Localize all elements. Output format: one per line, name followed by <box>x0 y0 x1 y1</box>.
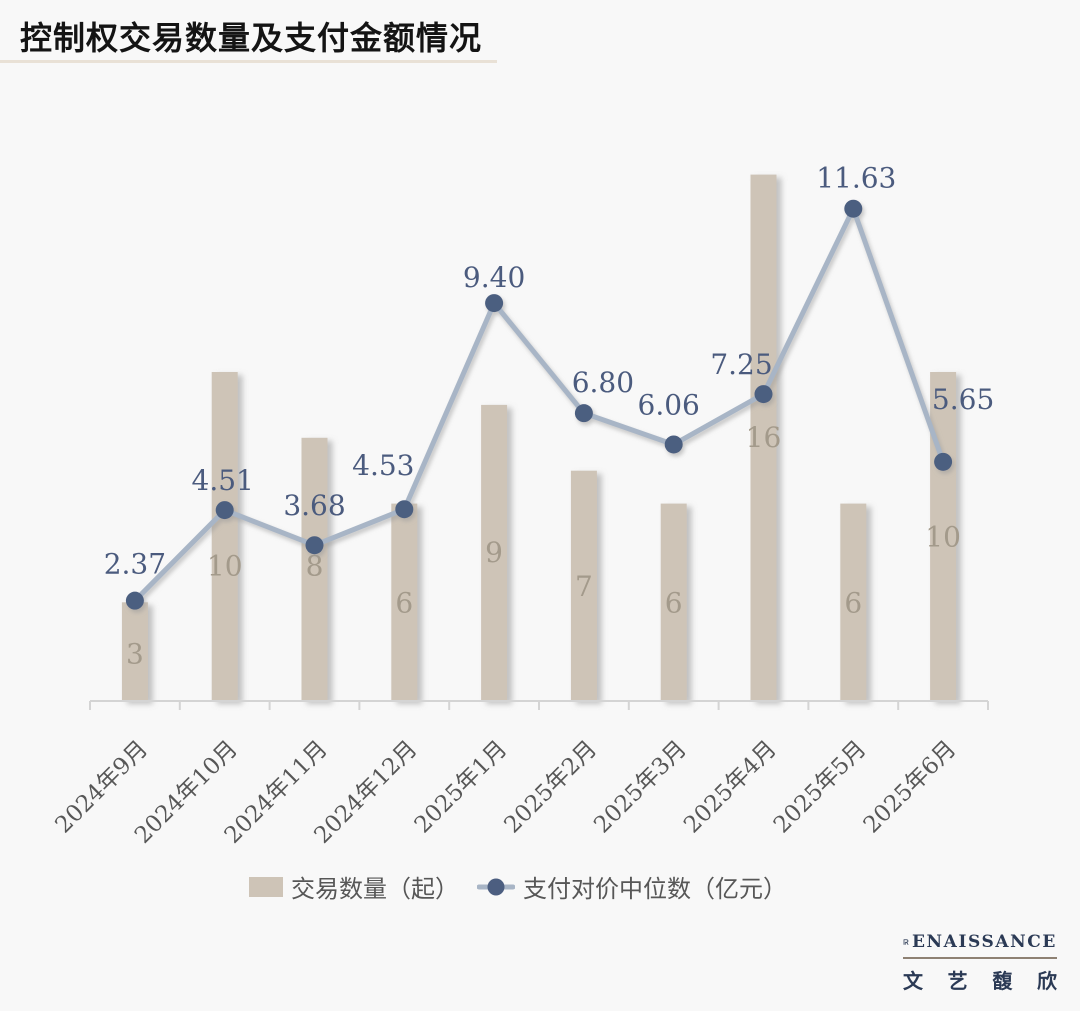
legend-label-median: 支付对价中位数（亿元） <box>523 875 787 903</box>
x-tick-label: 2025年5月 <box>769 736 872 839</box>
bar-2025年6月 <box>930 372 957 701</box>
combo-chart: 2024年9月2024年10月2024年11月2024年12月2025年1月20… <box>50 162 994 849</box>
legend-label-transactions: 交易数量（起） <box>291 875 459 903</box>
bar-value-label: 7 <box>575 570 593 603</box>
x-tick-label: 2025年4月 <box>679 736 782 839</box>
x-tick-label: 2025年6月 <box>859 736 962 839</box>
bar-2024年11月 <box>301 437 328 701</box>
logo-brand-row: ENAISSANCE <box>903 930 1057 954</box>
renaissance-logo: ENAISSANCE 文艺馥欣 <box>903 930 1057 994</box>
line-point-2025年3月 <box>664 435 683 454</box>
bar-value-label: 10 <box>207 550 243 583</box>
x-axis <box>89 700 989 710</box>
bar-value-label: 8 <box>306 549 324 582</box>
x-tick-label: 2025年1月 <box>410 736 513 839</box>
bar-value-label: 3 <box>126 638 144 671</box>
bar-2024年9月 <box>121 602 148 701</box>
line-point-2024年11月 <box>305 536 324 555</box>
line-value-label: 6.06 <box>638 388 700 421</box>
bar-value-label: 6 <box>665 586 683 619</box>
line-value-label: 6.80 <box>572 366 634 399</box>
payment-line-group <box>125 199 953 610</box>
x-tick-label: 2025年3月 <box>589 736 692 839</box>
bars-group <box>121 174 957 702</box>
line-point-2025年2月 <box>574 404 593 423</box>
line-value-label: 5.65 <box>932 383 994 416</box>
logo-cjk-char: 文 <box>903 969 923 993</box>
renaissance-brand-text: ENAISSANCE <box>911 932 1057 952</box>
line-point-2025年5月 <box>844 199 863 218</box>
line-point-2025年6月 <box>934 452 953 471</box>
bar-value-label: 10 <box>925 521 961 554</box>
renaissance-r-icon <box>903 939 909 945</box>
logo-cjk-text: 文艺馥欣 <box>903 965 1057 994</box>
line-value-label: 11.63 <box>816 162 896 195</box>
logo-cjk-char: 欣 <box>1036 969 1057 993</box>
bar-2025年2月 <box>570 470 597 701</box>
bar-value-label: 6 <box>844 586 862 619</box>
bar-2025年1月 <box>481 404 508 701</box>
line-point-2025年1月 <box>485 294 504 313</box>
line-point-2024年10月 <box>215 501 234 520</box>
bar-2025年4月 <box>750 174 777 702</box>
bar-swatch-icon <box>249 876 283 897</box>
line-value-label: 9.40 <box>463 261 525 294</box>
line-dot-marker-icon <box>477 878 515 895</box>
page-title: 控制权交易数量及支付金额情况 <box>20 19 483 57</box>
line-point-2024年12月 <box>395 500 414 519</box>
title-underline <box>0 60 497 63</box>
bar-value-label: 9 <box>485 536 503 569</box>
bar-2024年12月 <box>391 503 418 701</box>
line-value-label: 2.37 <box>104 548 166 581</box>
legend-item-median: 支付对价中位数（亿元） <box>477 869 787 904</box>
line-value-label: 3.68 <box>283 489 345 522</box>
logo-cjk-char: 馥 <box>992 969 1013 993</box>
payment-line <box>132 206 946 604</box>
bar-value-label: 16 <box>746 421 782 454</box>
bar-2024年10月 <box>211 372 238 701</box>
x-tick-label: 2025年2月 <box>499 736 602 839</box>
legend-item-transactions: 交易数量（起） <box>249 869 459 904</box>
bar-2025年5月 <box>840 503 867 701</box>
line-value-label: 4.53 <box>352 449 414 482</box>
logo-cjk-char: 艺 <box>947 969 968 993</box>
line-point-2024年9月 <box>125 591 144 610</box>
bar-2025年3月 <box>660 503 687 701</box>
line-value-label: 4.51 <box>192 464 254 497</box>
line-value-label: 7.25 <box>710 348 772 381</box>
logo-divider <box>903 957 1057 959</box>
bar-value-label: 6 <box>395 586 413 619</box>
legend: 交易数量（起） 支付对价中位数（亿元） <box>0 869 1058 904</box>
line-point-2025年4月 <box>754 385 773 404</box>
